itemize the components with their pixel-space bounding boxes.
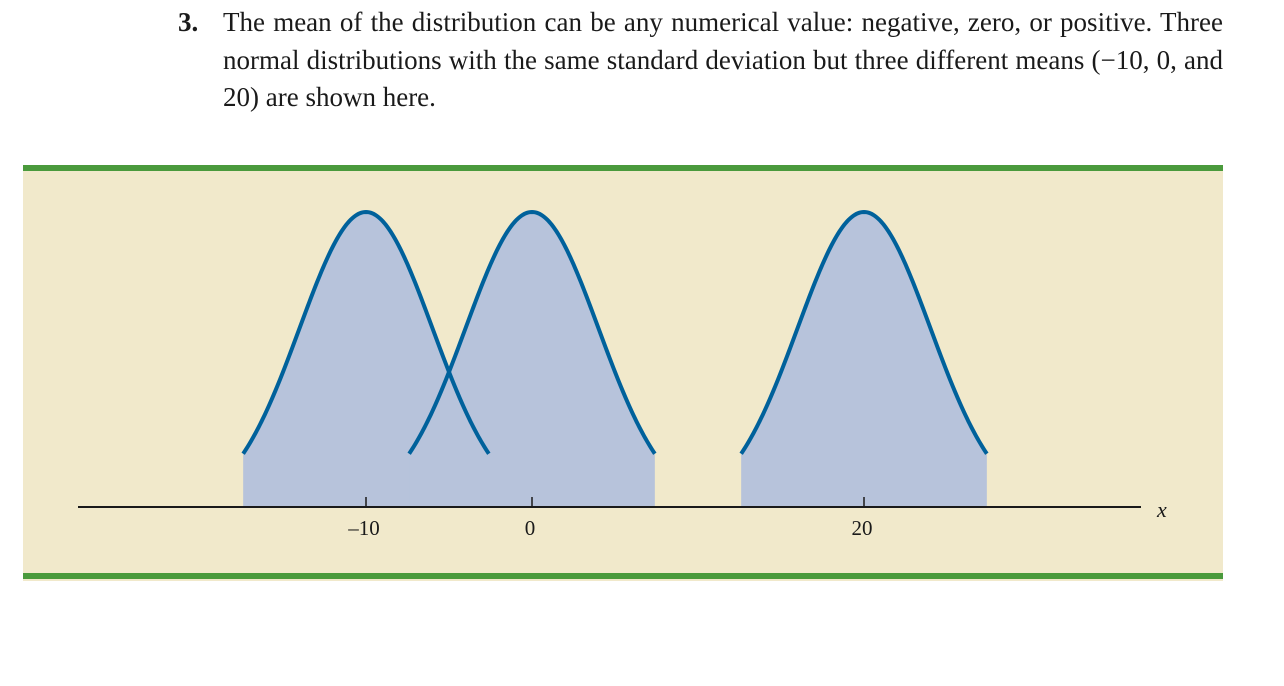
item-text: The mean of the distribution can be any … — [223, 7, 1223, 112]
normal-curve-1 — [241, 209, 491, 455]
curve-lines — [241, 209, 989, 455]
top-border-rule — [23, 165, 1223, 171]
x-tick-label: 0 — [525, 516, 536, 540]
x-axis-label: x — [1156, 497, 1167, 522]
x-ticks: –10 0 20 — [347, 497, 873, 540]
normal-distributions-figure: –10 0 20 x — [23, 165, 1223, 581]
x-tick-label: 20 — [852, 516, 873, 540]
chart-svg: –10 0 20 x — [23, 165, 1223, 581]
curve-fills — [243, 212, 987, 507]
bottom-border-rule — [23, 573, 1223, 579]
curve-fill-3 — [741, 212, 987, 507]
figure-background — [23, 165, 1223, 581]
normal-curve-2 — [407, 209, 657, 455]
normal-curve-3 — [739, 209, 989, 455]
x-tick-label: –10 — [347, 516, 380, 540]
item-number: 3. — [178, 7, 199, 37]
curve-fill-2 — [409, 212, 655, 507]
